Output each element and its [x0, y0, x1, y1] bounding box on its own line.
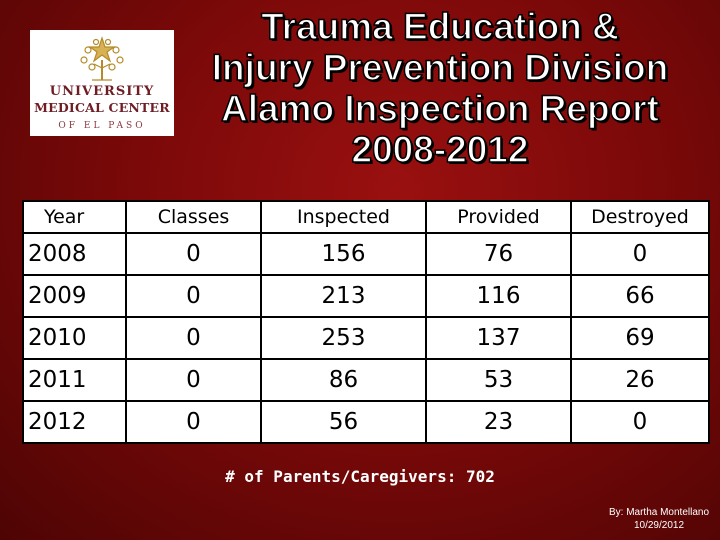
cell-provided: 137 — [425, 316, 572, 360]
cell-destroyed: 0 — [570, 400, 710, 444]
table-row: 2012 0 56 23 0 — [22, 400, 710, 444]
cell-inspected: 253 — [260, 316, 427, 360]
header-inspected: Inspected — [260, 200, 427, 234]
cell-year: 2008 — [22, 232, 127, 276]
cell-classes: 0 — [125, 316, 262, 360]
logo-line-university: UNIVERSITY — [49, 84, 155, 99]
cell-inspected: 56 — [260, 400, 427, 444]
cell-provided: 53 — [425, 358, 572, 402]
cell-destroyed: 26 — [570, 358, 710, 402]
cell-classes: 0 — [125, 358, 262, 402]
page-title: Trauma Education & Injury Prevention Div… — [180, 5, 700, 171]
cell-destroyed: 66 — [570, 274, 710, 318]
title-line-1: Trauma Education & — [260, 5, 619, 48]
table-row: 2010 0 253 137 69 — [22, 316, 710, 360]
cell-year: 2012 — [22, 400, 127, 444]
table-row: 2008 0 156 76 0 — [22, 232, 710, 276]
credit-date: 10/29/2012 — [633, 520, 685, 531]
cell-provided: 23 — [425, 400, 572, 444]
umc-logo: UNIVERSITY MEDICAL CENTER OF EL PASO — [30, 30, 174, 136]
header-destroyed: Destroyed — [570, 200, 710, 234]
title-line-3: Alamo Inspection Report — [220, 87, 659, 130]
header-provided: Provided — [425, 200, 572, 234]
cell-classes: 0 — [125, 274, 262, 318]
parents-caregivers-count: # of Parents/Caregivers: 702 — [225, 467, 495, 486]
cell-provided: 76 — [425, 232, 572, 276]
cell-inspected: 86 — [260, 358, 427, 402]
logo-line-el-paso: OF EL PASO — [58, 121, 146, 131]
cell-provided: 116 — [425, 274, 572, 318]
table-header-row: Year Classes Inspected Provided Destroye… — [22, 200, 710, 234]
inspection-report-table: Year Classes Inspected Provided Destroye… — [22, 200, 710, 444]
header-classes: Classes — [125, 200, 262, 234]
cell-year: 2011 — [22, 358, 127, 402]
cell-inspected: 156 — [260, 232, 427, 276]
author-credit: By: Martha Montellano 10/29/2012 — [600, 506, 718, 532]
cell-classes: 0 — [125, 400, 262, 444]
cell-destroyed: 0 — [570, 232, 710, 276]
credit-name: By: Martha Montellano — [608, 507, 710, 518]
cell-classes: 0 — [125, 232, 262, 276]
title-line-2: Injury Prevention Division — [211, 46, 669, 89]
table-row: 2009 0 213 116 66 — [22, 274, 710, 318]
logo-line-medical-center: MEDICAL CENTER — [34, 100, 170, 115]
cell-inspected: 213 — [260, 274, 427, 318]
cell-year: 2009 — [22, 274, 127, 318]
header-year: Year — [22, 200, 127, 234]
cell-destroyed: 69 — [570, 316, 710, 360]
table-row: 2011 0 86 53 26 — [22, 358, 710, 402]
cell-year: 2010 — [22, 316, 127, 360]
title-line-4: 2008-2012 — [351, 128, 529, 171]
tree-star-logo-icon — [80, 36, 124, 81]
